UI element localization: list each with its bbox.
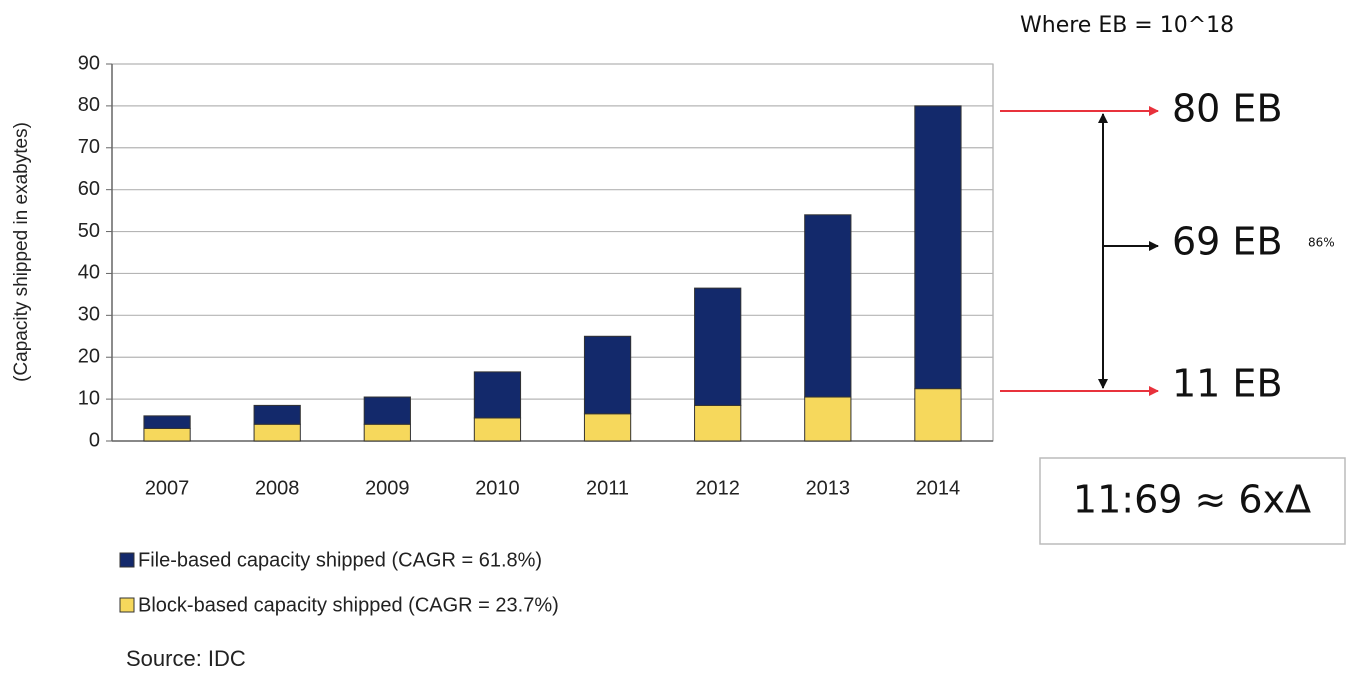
bar-segment <box>914 105 962 390</box>
bar-segment <box>473 417 522 442</box>
legend-label: Block-based capacity shipped (CAGR = 23.… <box>138 594 559 616</box>
legend-swatch <box>119 552 135 568</box>
x-tick-label: 2007 <box>145 477 190 499</box>
annotation: 86% <box>1308 236 1335 250</box>
plot-area <box>111 63 994 442</box>
bar-segment <box>143 415 191 429</box>
x-tick-label: 2011 <box>586 477 629 499</box>
bar-segment <box>363 423 411 442</box>
annotation: 80 EB <box>1172 87 1283 131</box>
y-tick-label: 50 <box>78 220 100 242</box>
x-tick-label: 2012 <box>695 477 740 499</box>
bar-segment <box>804 214 852 398</box>
y-tick-label: 80 <box>78 94 100 116</box>
x-tick-label: 2008 <box>255 477 300 499</box>
legend-swatch <box>119 597 135 613</box>
legend-label: File-based capacity shipped (CAGR = 61.8… <box>138 549 542 571</box>
y-tick-label: 20 <box>78 346 100 368</box>
annotation: Where EB = 10^18 <box>1020 13 1234 38</box>
x-tick-label: 2009 <box>365 477 410 499</box>
y-tick-label: 40 <box>78 262 100 284</box>
bar-segment <box>583 413 632 442</box>
x-tick-label: 2014 <box>916 477 961 499</box>
bar-segment <box>253 404 301 425</box>
bar-segment <box>804 396 852 442</box>
bar-segment <box>583 335 632 415</box>
x-tick-label: 2010 <box>475 477 520 499</box>
y-tick-label: 90 <box>78 52 100 74</box>
bar-segment <box>363 396 411 425</box>
annotation: 69 EB <box>1172 220 1283 264</box>
x-tick-label: 2013 <box>806 477 851 499</box>
ratio-box <box>1039 457 1346 545</box>
source: Source: IDC <box>126 646 246 671</box>
bar-segment <box>914 388 962 442</box>
annotation: 11 EB <box>1172 362 1283 406</box>
bar-segment <box>253 423 301 442</box>
y-tick-label: 0 <box>89 429 100 451</box>
annotation: 11:69 ≈ 6xΔ <box>1073 478 1311 522</box>
y-axis-label: (Capacity shipped in exabytes) <box>11 122 32 382</box>
bar-segment <box>143 427 191 442</box>
y-tick-label: 60 <box>78 178 100 200</box>
bar-segment <box>694 287 742 406</box>
bar-segment <box>694 404 742 442</box>
y-tick-label: 10 <box>78 387 100 409</box>
y-tick-label: 30 <box>78 304 100 326</box>
y-tick-label: 70 <box>78 136 100 158</box>
bar-segment <box>473 371 522 419</box>
